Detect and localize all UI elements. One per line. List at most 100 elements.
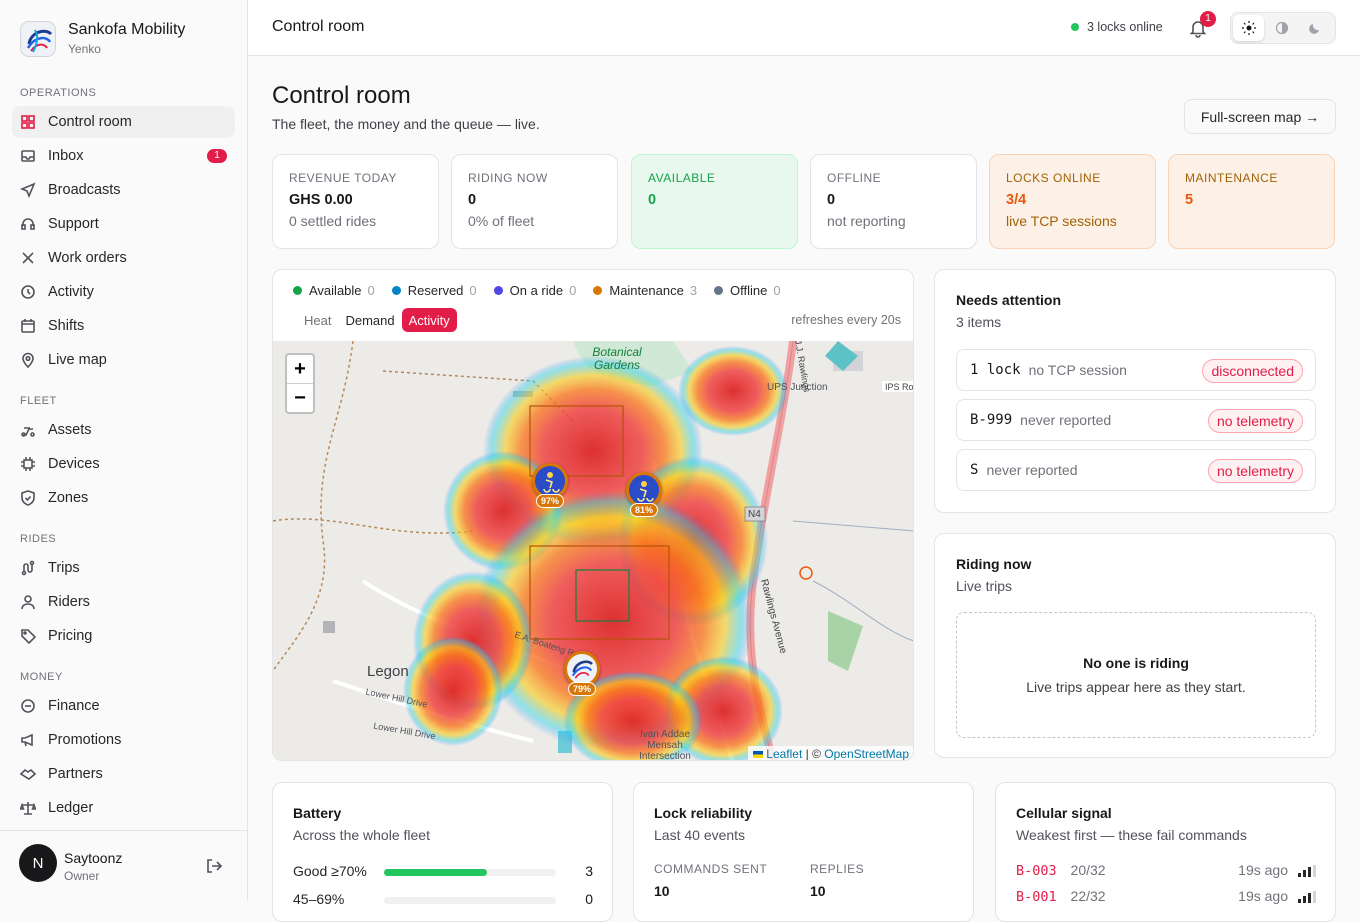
live-map-card: Available 0 Reserved 0 On a ride 0 Maintena…	[272, 269, 914, 761]
history-icon	[20, 284, 36, 300]
map-label-ups-junction: UPS Junction	[767, 382, 828, 393]
vehicle-marker[interactable]	[564, 651, 600, 687]
sidebar-item-ledger[interactable]: Ledger	[12, 792, 235, 824]
sidebar-item-label: Partners	[48, 766, 103, 782]
kpi-value: 0	[468, 192, 477, 208]
card-title: Battery	[293, 805, 342, 821]
logout-icon[interactable]	[205, 857, 223, 875]
sidebar-item-partners[interactable]: Partners	[12, 758, 235, 790]
sidebar-item-broadcasts[interactable]: Broadcasts	[12, 174, 235, 206]
legend-label: Available	[309, 283, 362, 298]
leaflet-link[interactable]: Leaflet	[766, 747, 803, 761]
tab-heat[interactable]: Heat	[304, 312, 332, 328]
battery-row: 45–69% 0	[293, 891, 593, 911]
status-badge: no telemetry	[1207, 459, 1303, 483]
legend-available[interactable]: Available 0	[293, 283, 375, 298]
attention-row[interactable]: 1 lock no TCP session disconnected	[956, 349, 1316, 391]
tools-icon	[20, 250, 36, 266]
sidebar-item-label: Work orders	[48, 250, 127, 266]
theme-system-button[interactable]	[1266, 15, 1297, 41]
signal-bars-icon	[1298, 865, 1316, 877]
theme-dark-button[interactable]	[1300, 15, 1331, 41]
nav-section-money: MONEY	[20, 671, 63, 683]
avatar[interactable]: N	[19, 844, 57, 882]
kpi-label: MAINTENANCE	[1185, 171, 1278, 185]
kpi-note: 0% of fleet	[468, 213, 535, 229]
legend-maintenance[interactable]: Maintenance 3	[593, 283, 697, 298]
shield-icon	[20, 490, 36, 506]
sidebar-item-label: Assets	[48, 422, 92, 438]
sidebar-item-shifts[interactable]: Shifts	[12, 310, 235, 342]
signal-time: 19s ago	[1238, 862, 1288, 878]
dashboard-icon	[20, 114, 36, 130]
signal-value: 20/32	[1070, 862, 1106, 878]
tab-demand[interactable]: Demand	[345, 312, 395, 328]
sidebar-item-riders[interactable]: Riders	[12, 586, 235, 618]
kpi-available: AVAILABLE 0	[631, 154, 798, 249]
theme-light-button[interactable]	[1233, 15, 1265, 41]
brand-name: Sankofa Mobility	[68, 21, 186, 38]
kpi-maintenance: MAINTENANCE 5	[1168, 154, 1335, 249]
attention-id: B-999	[970, 412, 1013, 428]
handshake-icon	[20, 766, 36, 782]
map-legend: Available 0 Reserved 0 On a ride 0 Maintena…	[293, 283, 798, 298]
kpi-label: REVENUE TODAY	[289, 171, 397, 185]
sidebar-item-trips[interactable]: Trips	[12, 552, 235, 584]
sidebar-item-zones[interactable]: Zones	[12, 482, 235, 514]
brand[interactable]: Sankofa Mobility Yenko	[20, 20, 185, 57]
card-subtitle: Live trips	[956, 578, 1013, 594]
sidebar-item-control-room[interactable]: Control room	[12, 106, 235, 138]
sidebar-item-label: Inbox	[48, 148, 84, 164]
legend-label: Reserved	[407, 283, 464, 298]
map-label-ips-road: IPS Ro	[885, 382, 914, 392]
tab-activity[interactable]: Activity	[401, 308, 457, 332]
attention-row[interactable]: S never reported no telemetry	[956, 449, 1316, 491]
battery-bar-track	[384, 869, 556, 876]
battery-label: 97%	[536, 494, 565, 508]
sidebar-item-label: Control room	[48, 114, 132, 130]
nav-section-operations: OPERATIONS	[20, 87, 97, 99]
nav-section-rides: RIDES	[20, 533, 57, 545]
sidebar-item-activity[interactable]: Activity	[12, 276, 235, 308]
page-title: Control room	[272, 82, 411, 109]
kpi-value: 0	[827, 192, 836, 208]
map-canvas[interactable]: Botanical Gardens Legon UPS Junction IPS…	[273, 341, 914, 761]
sidebar-item-inbox[interactable]: Inbox 1	[12, 140, 235, 172]
legend-offline[interactable]: Offline 0	[714, 283, 781, 298]
notification-badge: 1	[1200, 11, 1216, 27]
osm-link[interactable]: OpenStreetMap	[824, 747, 909, 761]
sidebar-item-work-orders[interactable]: Work orders	[12, 242, 235, 274]
zoom-out-button[interactable]: −	[294, 387, 306, 409]
sidebar-item-label: Zones	[48, 490, 89, 506]
sidebar-item-label: Broadcasts	[48, 182, 121, 198]
sidebar-item-finance[interactable]: Finance	[12, 690, 235, 722]
sidebar-item-label: Trips	[48, 560, 80, 576]
rider-icon	[637, 481, 654, 502]
empty-description: Live trips appear here as they start.	[1026, 679, 1246, 695]
sidebar-item-promotions[interactable]: Promotions	[12, 724, 235, 756]
kpi-value: 3/4	[1006, 192, 1027, 208]
map-tiles	[273, 341, 913, 760]
sidebar-item-pricing[interactable]: Pricing	[12, 620, 235, 652]
full-screen-map-button[interactable]: Full-screen map →	[1184, 99, 1336, 134]
legend-reserved[interactable]: Reserved 0	[391, 283, 477, 298]
theme-switcher	[1230, 12, 1336, 44]
cellular-signal-card: Cellular signal Weakest first — these fa…	[995, 782, 1336, 922]
legend-on-a-ride[interactable]: On a ride 0	[493, 283, 576, 298]
kpi-riding-now: RIDING NOW 0 0% of fleet	[451, 154, 618, 249]
signal-row[interactable]: B-003 20/32 19s ago	[1016, 862, 1316, 882]
stat-label: COMMANDS SENT	[654, 862, 768, 876]
sidebar-item-live-map[interactable]: Live map	[12, 344, 235, 376]
attention-row[interactable]: B-999 never reported no telemetry	[956, 399, 1316, 441]
signal-row[interactable]: B-001 22/32 19s ago	[1016, 888, 1316, 908]
needs-attention-card: Needs attention 3 items 1 lock no TCP se…	[934, 269, 1336, 513]
user-icon	[20, 594, 36, 610]
zoom-in-button[interactable]: +	[287, 355, 313, 384]
sidebar-item-support[interactable]: Support	[12, 208, 235, 240]
sidebar-item-assets[interactable]: Assets	[12, 414, 235, 446]
battery-label: 79%	[568, 682, 597, 696]
battery-count: 3	[585, 863, 593, 879]
stat-value: 10	[654, 883, 670, 899]
zoom-control: + −	[285, 353, 315, 414]
sidebar-item-devices[interactable]: Devices	[12, 448, 235, 480]
